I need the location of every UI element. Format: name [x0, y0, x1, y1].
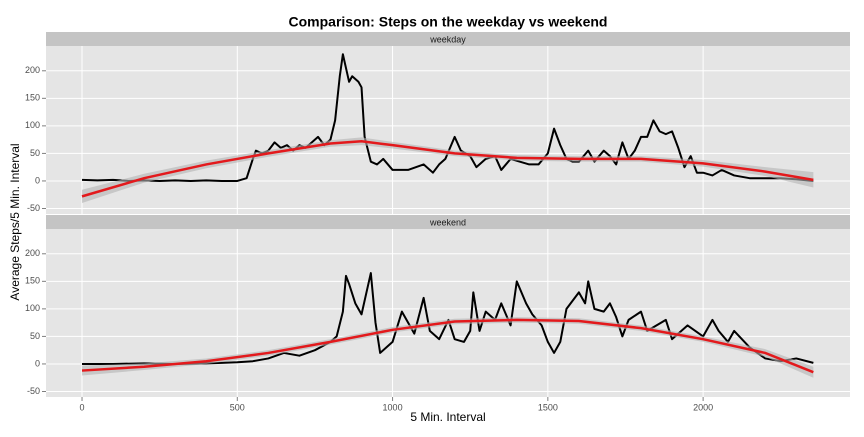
x-tick-label: 1500	[538, 402, 558, 412]
smooth-line	[81, 140, 814, 198]
y-tick-label: -50	[27, 203, 40, 213]
strip	[46, 215, 850, 229]
y-tick-label: 0	[35, 175, 40, 185]
y-tick-label: 200	[25, 248, 40, 258]
y-axis-label: Average Steps/5 Min. Interval	[8, 143, 22, 300]
x-tick-label: 2000	[693, 402, 713, 412]
y-tick-label: 50	[30, 331, 40, 341]
strip-label: weekday	[429, 34, 466, 44]
panel-background	[46, 229, 850, 397]
y-tick-label: 0	[35, 358, 40, 368]
strip	[46, 32, 850, 46]
y-tick-label: 100	[25, 303, 40, 313]
y-tick-label: 200	[25, 65, 40, 75]
panel-background	[46, 46, 850, 214]
y-tick-label: -50	[27, 386, 40, 396]
x-tick-label: 500	[230, 402, 245, 412]
y-tick-label: 50	[30, 148, 40, 158]
x-axis-label: 5 Min. Interval	[410, 410, 485, 424]
y-tick-label: 150	[25, 93, 40, 103]
smooth-line	[81, 318, 814, 374]
chart-title: Comparison: Steps on the weekday vs week…	[289, 14, 608, 30]
x-tick-label: 0	[80, 402, 85, 412]
y-tick-label: 150	[25, 276, 40, 286]
y-tick-label: 100	[25, 120, 40, 130]
strip-label: weekend	[429, 217, 466, 227]
x-tick-label: 1000	[383, 402, 403, 412]
